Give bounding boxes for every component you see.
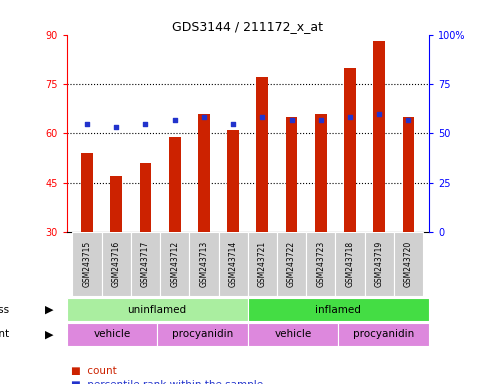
Bar (335, 232, 365, 296)
Text: ■  count: ■ count (71, 366, 117, 376)
Bar (286, 117, 297, 232)
Point (83, 121, 91, 127)
Text: procyanidin: procyanidin (353, 329, 414, 339)
Text: vehicle: vehicle (93, 329, 131, 339)
Bar (227, 130, 239, 232)
Bar (157, 323, 248, 346)
Point (141, 121, 149, 127)
Bar (365, 232, 394, 296)
Point (229, 121, 237, 127)
Text: GSM243719: GSM243719 (375, 241, 384, 287)
Bar (81, 153, 93, 232)
Bar (110, 176, 122, 232)
Bar (394, 232, 423, 296)
Point (375, 111, 383, 117)
Bar (256, 78, 268, 232)
Point (287, 117, 295, 123)
Bar (198, 114, 210, 232)
Bar (131, 232, 160, 296)
Point (258, 114, 266, 120)
Bar (189, 232, 218, 296)
Bar (306, 232, 335, 296)
Bar (373, 41, 385, 232)
Bar (403, 117, 414, 232)
Text: GSM243717: GSM243717 (141, 241, 150, 287)
Text: GSM243714: GSM243714 (229, 241, 238, 287)
Text: ▶: ▶ (45, 329, 54, 339)
Title: GDS3144 / 211172_x_at: GDS3144 / 211172_x_at (172, 20, 323, 33)
Text: uninflamed: uninflamed (128, 305, 187, 314)
Text: GSM243715: GSM243715 (82, 241, 92, 287)
Bar (338, 323, 429, 346)
Bar (218, 232, 248, 296)
Bar (67, 298, 248, 321)
Text: GSM243716: GSM243716 (112, 241, 121, 287)
Text: GSM243718: GSM243718 (346, 241, 354, 287)
Text: GSM243723: GSM243723 (317, 241, 325, 287)
Bar (315, 114, 327, 232)
Point (405, 117, 413, 123)
Bar (248, 323, 338, 346)
Bar (67, 323, 157, 346)
Point (317, 117, 325, 123)
Bar (102, 232, 131, 296)
Text: GSM243712: GSM243712 (170, 241, 179, 287)
Text: vehicle: vehicle (275, 329, 312, 339)
Bar (344, 68, 356, 232)
Point (112, 124, 120, 130)
Text: GSM243720: GSM243720 (404, 241, 413, 287)
Text: stress: stress (0, 305, 10, 314)
Bar (248, 298, 429, 321)
Text: ■  percentile rank within the sample: ■ percentile rank within the sample (71, 380, 264, 384)
Text: procyanidin: procyanidin (172, 329, 233, 339)
Point (346, 114, 354, 120)
Text: GSM243722: GSM243722 (287, 241, 296, 287)
Bar (160, 232, 189, 296)
Bar (140, 163, 151, 232)
Text: GSM243713: GSM243713 (199, 241, 209, 287)
Text: inflamed: inflamed (316, 305, 361, 314)
Bar (169, 137, 180, 232)
Bar (277, 232, 306, 296)
Text: GSM243721: GSM243721 (258, 241, 267, 287)
Text: ▶: ▶ (45, 305, 54, 314)
Bar (248, 232, 277, 296)
Point (171, 117, 178, 123)
Text: agent: agent (0, 329, 10, 339)
Bar (72, 232, 102, 296)
Point (200, 114, 208, 120)
